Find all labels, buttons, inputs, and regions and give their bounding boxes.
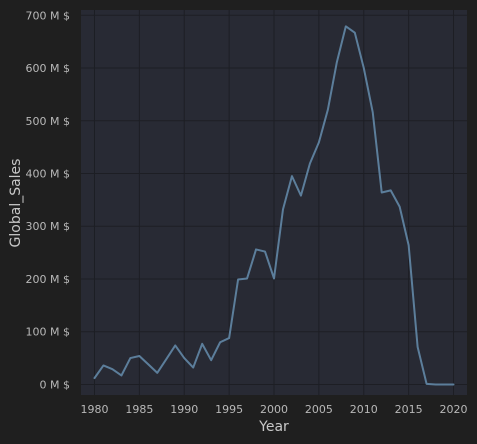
data-point [192,367,194,369]
grid-lines [81,10,467,395]
x-tick-label: 2000 [260,403,288,416]
data-point [345,25,347,27]
data-point [147,363,149,365]
x-tick-label: 2020 [440,403,468,416]
data-point [354,32,356,34]
x-tick-label: 2010 [350,403,378,416]
data-point [228,337,230,339]
x-tick-label: 1980 [80,403,108,416]
data-point [237,279,239,281]
y-tick-label: 600 M $ [26,62,70,75]
data-point [255,248,257,250]
data-point [129,357,131,359]
x-tick-label: 2015 [395,403,423,416]
x-tick-label: 1985 [125,403,153,416]
data-point [363,67,365,69]
data-point [399,206,401,208]
y-tick-label: 700 M $ [26,9,70,22]
data-point [291,175,293,177]
data-point [264,251,266,253]
series-line-global-sales [93,25,455,386]
y-tick-label: 300 M $ [26,220,70,233]
data-point [138,355,140,357]
data-point [102,364,104,366]
data-point [165,358,167,360]
data-point [210,359,212,361]
data-point [426,383,428,385]
data-point [336,61,338,63]
data-point [282,208,284,210]
x-tick-label: 1990 [170,403,198,416]
data-point [372,111,374,113]
y-tick-label: 0 M $ [40,378,70,391]
data-point [381,191,383,193]
data-point [444,383,446,385]
y-tick-label: 100 M $ [26,326,70,339]
data-point [435,383,437,385]
data-point [327,109,329,111]
data-point [201,343,203,345]
y-tick-label: 400 M $ [26,167,70,180]
data-point [93,377,95,379]
data-point [318,141,320,143]
x-tick-label: 2005 [305,403,333,416]
y-tick-label: 200 M $ [26,273,70,286]
x-tick-label: 1995 [215,403,243,416]
data-point [390,189,392,191]
data-point [309,162,311,164]
y-axis-label: Global_Sales [8,159,24,248]
x-axis-label: Year [258,419,289,435]
data-point [156,372,158,374]
data-point [246,277,248,279]
data-point [111,368,113,370]
x-axis-ticks: 1980 1985 1990 1995 2000 2005 2010 2015 2020 [80,403,467,416]
data-point [183,357,185,359]
data-point [273,277,275,279]
data-point [417,346,419,348]
data-point [300,195,302,197]
data-point [174,344,176,346]
data-point [120,374,122,376]
data-point [219,341,221,343]
data-point [408,244,410,246]
y-tick-label: 500 M $ [26,115,70,128]
data-point [453,383,455,385]
y-axis-ticks: 0 M $ 100 M $ 200 M $ 300 M $ 400 M $ 500 M $… [26,9,70,391]
